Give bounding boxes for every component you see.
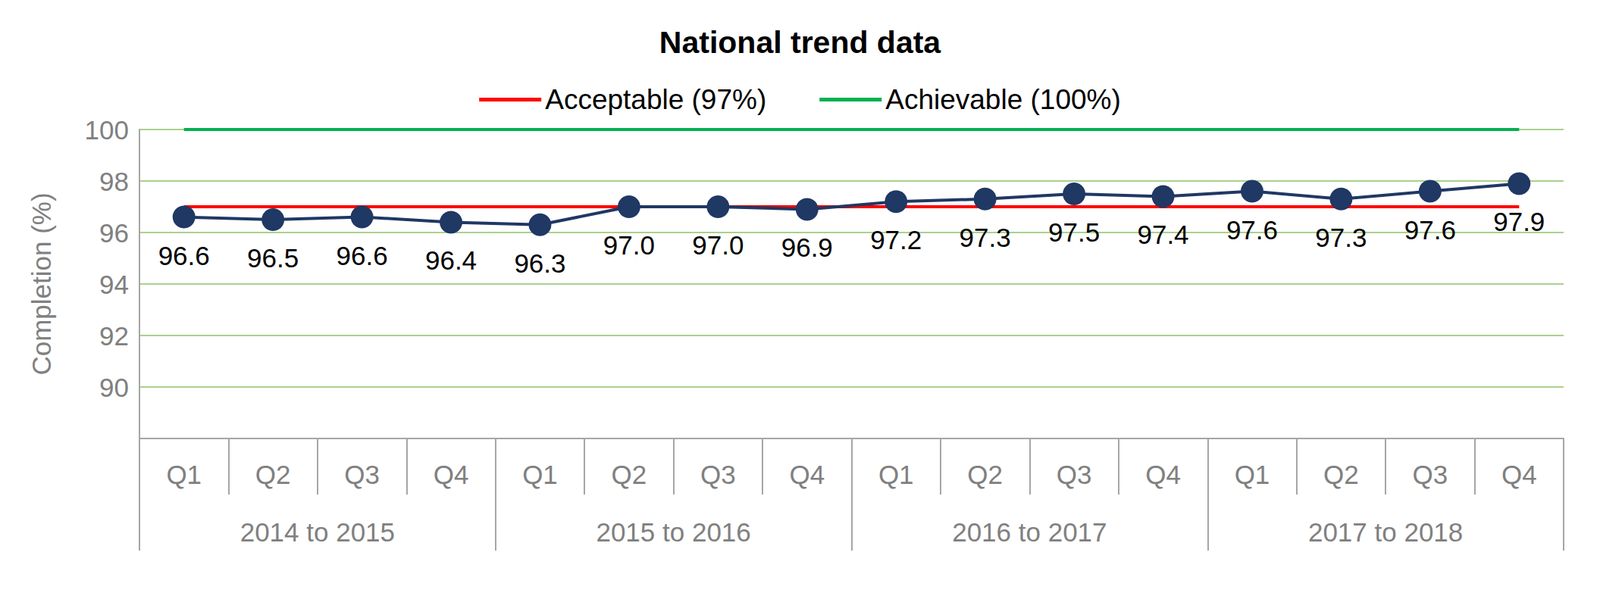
svg-text:97.3: 97.3 xyxy=(1315,222,1367,253)
svg-text:Q4: Q4 xyxy=(1501,460,1538,490)
svg-text:97.0: 97.0 xyxy=(603,230,655,260)
svg-text:97.2: 97.2 xyxy=(870,225,922,255)
svg-text:97.6: 97.6 xyxy=(1404,215,1456,245)
svg-text:Q1: Q1 xyxy=(522,460,558,490)
svg-text:2015 to 2016: 2015 to 2016 xyxy=(595,517,751,548)
svg-text:Q3: Q3 xyxy=(1412,460,1448,490)
svg-text:96: 96 xyxy=(99,218,129,248)
svg-text:97.4: 97.4 xyxy=(1136,219,1189,250)
svg-text:97.9: 97.9 xyxy=(1493,206,1545,237)
svg-text:Completion (%): Completion (%) xyxy=(26,192,57,376)
svg-text:100: 100 xyxy=(84,115,129,145)
svg-text:97.6: 97.6 xyxy=(1226,215,1278,245)
svg-text:Q2: Q2 xyxy=(1323,460,1359,490)
svg-text:96.6: 96.6 xyxy=(336,241,389,271)
svg-text:96.3: 96.3 xyxy=(513,248,566,279)
svg-text:Q1: Q1 xyxy=(1234,460,1271,490)
svg-text:Q4: Q4 xyxy=(789,460,825,490)
svg-text:Q2: Q2 xyxy=(255,460,292,490)
svg-text:Q3: Q3 xyxy=(700,460,736,490)
svg-text:Q1: Q1 xyxy=(165,460,202,490)
svg-text:97.5: 97.5 xyxy=(1048,217,1100,248)
svg-text:98: 98 xyxy=(99,166,129,197)
svg-text:2016 to 2017: 2016 to 2017 xyxy=(951,517,1107,548)
svg-text:Q3: Q3 xyxy=(344,460,380,490)
svg-text:96.4: 96.4 xyxy=(425,245,477,276)
svg-text:2014 to 2015: 2014 to 2015 xyxy=(240,517,395,548)
svg-text:Q4: Q4 xyxy=(433,460,470,490)
svg-text:2017 to 2018: 2017 to 2018 xyxy=(1308,517,1463,548)
svg-text:96.6: 96.6 xyxy=(158,241,210,271)
svg-text:96.5: 96.5 xyxy=(247,243,299,273)
svg-text:National trend data: National trend data xyxy=(659,25,943,60)
svg-text:Q4: Q4 xyxy=(1145,460,1181,490)
svg-text:92: 92 xyxy=(99,321,129,351)
svg-text:Acceptable (97%): Acceptable (97%) xyxy=(544,84,767,116)
svg-text:97.3: 97.3 xyxy=(959,222,1012,253)
svg-text:Q2: Q2 xyxy=(967,460,1003,490)
svg-text:Q3: Q3 xyxy=(1056,460,1093,490)
svg-text:90: 90 xyxy=(99,372,129,403)
svg-text:97.0: 97.0 xyxy=(691,230,744,260)
svg-text:96.9: 96.9 xyxy=(781,232,833,263)
svg-text:94: 94 xyxy=(99,269,129,300)
svg-text:Q1: Q1 xyxy=(878,460,915,490)
svg-text:Achievable (100%): Achievable (100%) xyxy=(885,84,1121,116)
svg-text:Q2: Q2 xyxy=(611,460,648,490)
